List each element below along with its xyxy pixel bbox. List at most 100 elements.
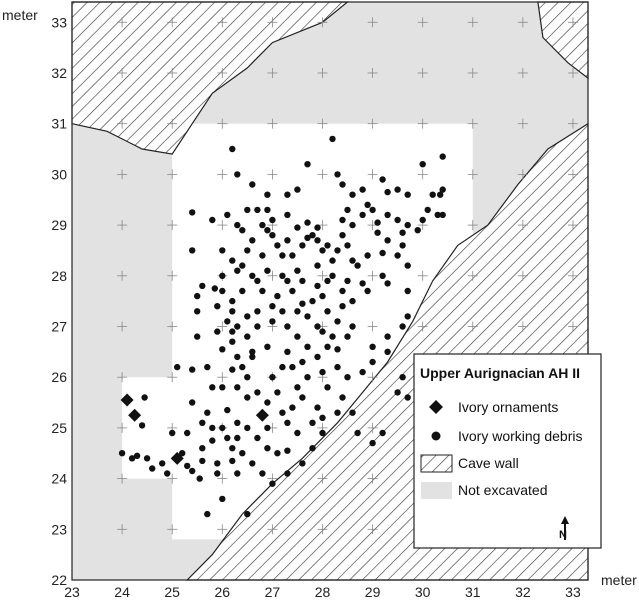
grid-cross — [367, 524, 378, 535]
grid-cross — [567, 118, 578, 129]
grid-cross — [567, 321, 578, 332]
debris-point — [309, 419, 316, 426]
debris-point — [294, 308, 301, 315]
debris-point — [249, 237, 256, 244]
debris-point — [344, 333, 351, 340]
grid-cross — [217, 473, 228, 484]
debris-point — [159, 460, 166, 467]
debris-point — [294, 267, 301, 274]
grid-cross — [167, 67, 178, 78]
debris-point — [324, 384, 331, 391]
debris-point — [284, 237, 291, 244]
debris-point — [249, 348, 256, 355]
debris-point — [314, 282, 321, 290]
debris-point — [234, 419, 241, 426]
x-axis-unit-label: meter — [601, 572, 637, 588]
grid-cross — [267, 118, 278, 129]
debris-point — [379, 176, 386, 183]
debris-point — [314, 404, 321, 411]
debris-point — [234, 384, 241, 391]
legend: Upper Aurignacian AH II Ivory ornaments … — [413, 353, 602, 549]
debris-point — [229, 257, 236, 264]
debris-point — [324, 343, 331, 350]
debris-point — [384, 333, 391, 340]
grid-cross — [167, 270, 178, 281]
debris-point — [384, 211, 391, 219]
x-tick-label: 32 — [515, 584, 531, 600]
debris-point — [234, 221, 241, 229]
debris-point — [384, 237, 391, 244]
debris-point — [244, 333, 251, 340]
debris-point — [329, 135, 336, 143]
grid-cross — [117, 270, 128, 281]
grid-cross — [467, 17, 478, 28]
grid-cross — [367, 372, 378, 383]
debris-point — [314, 323, 321, 330]
x-tick-label: 24 — [114, 584, 130, 600]
debris-point — [339, 181, 346, 188]
debris-point — [229, 308, 236, 315]
debris-point — [259, 252, 266, 259]
debris-point — [384, 188, 391, 196]
debris-point — [349, 257, 356, 264]
debris-point — [274, 242, 281, 249]
debris-point — [244, 510, 251, 518]
debris-point — [344, 374, 351, 381]
debris-point — [314, 353, 321, 361]
y-tick-label: 25 — [51, 420, 67, 436]
debris-point — [437, 191, 444, 198]
debris-point — [294, 333, 301, 340]
grid-cross — [467, 67, 478, 78]
x-tick-label: 23 — [64, 584, 80, 600]
debris-point — [194, 292, 201, 300]
debris-point — [319, 368, 326, 376]
grid-cross — [217, 118, 228, 129]
debris-point — [379, 272, 386, 279]
debris-point — [309, 445, 316, 452]
grid-cross — [467, 118, 478, 129]
debris-point — [349, 323, 356, 330]
grid-cross — [267, 17, 278, 28]
debris-point — [264, 424, 271, 432]
debris-point — [254, 277, 261, 285]
debris-point — [304, 161, 311, 168]
debris-point — [209, 216, 216, 224]
debris-point — [149, 465, 156, 472]
debris-point — [299, 277, 306, 285]
grid-cross — [267, 270, 278, 281]
debris-point — [211, 285, 218, 292]
debris-point — [184, 429, 191, 437]
debris-point — [304, 374, 311, 381]
debris-point — [219, 384, 226, 391]
debris-point — [118, 450, 126, 457]
grid-cross — [317, 118, 328, 129]
debris-point — [199, 282, 206, 290]
debris-point — [284, 470, 291, 477]
y-tick-label: 27 — [51, 318, 67, 334]
legend-label-not-excavated: Not excavated — [458, 482, 548, 498]
y-axis-ticks: 22 23 24 25 26 27 28 29 30 31 32 33 — [51, 14, 67, 588]
debris-point — [314, 262, 321, 269]
y-axis-unit-label: meter — [2, 7, 38, 23]
debris-point — [259, 221, 266, 229]
debris-point — [299, 394, 306, 401]
grid-cross — [117, 321, 128, 332]
grid-cross — [117, 422, 128, 433]
grid-cross — [517, 169, 528, 180]
grid-cross — [367, 473, 378, 484]
debris-point — [254, 206, 261, 214]
debris-point — [319, 328, 326, 335]
debris-point — [439, 211, 446, 219]
grid-cross — [117, 524, 128, 535]
debris-point — [254, 389, 261, 396]
debris-point — [294, 384, 301, 391]
debris-point — [239, 227, 246, 234]
grid-cross — [467, 169, 478, 180]
debris-point — [404, 191, 411, 198]
debris-point — [359, 186, 366, 193]
x-tick-label: 31 — [465, 584, 481, 600]
debris-point — [324, 277, 331, 285]
grid-cross — [567, 67, 578, 78]
debris-point — [229, 457, 236, 465]
map-frame — [71, 1, 589, 581]
